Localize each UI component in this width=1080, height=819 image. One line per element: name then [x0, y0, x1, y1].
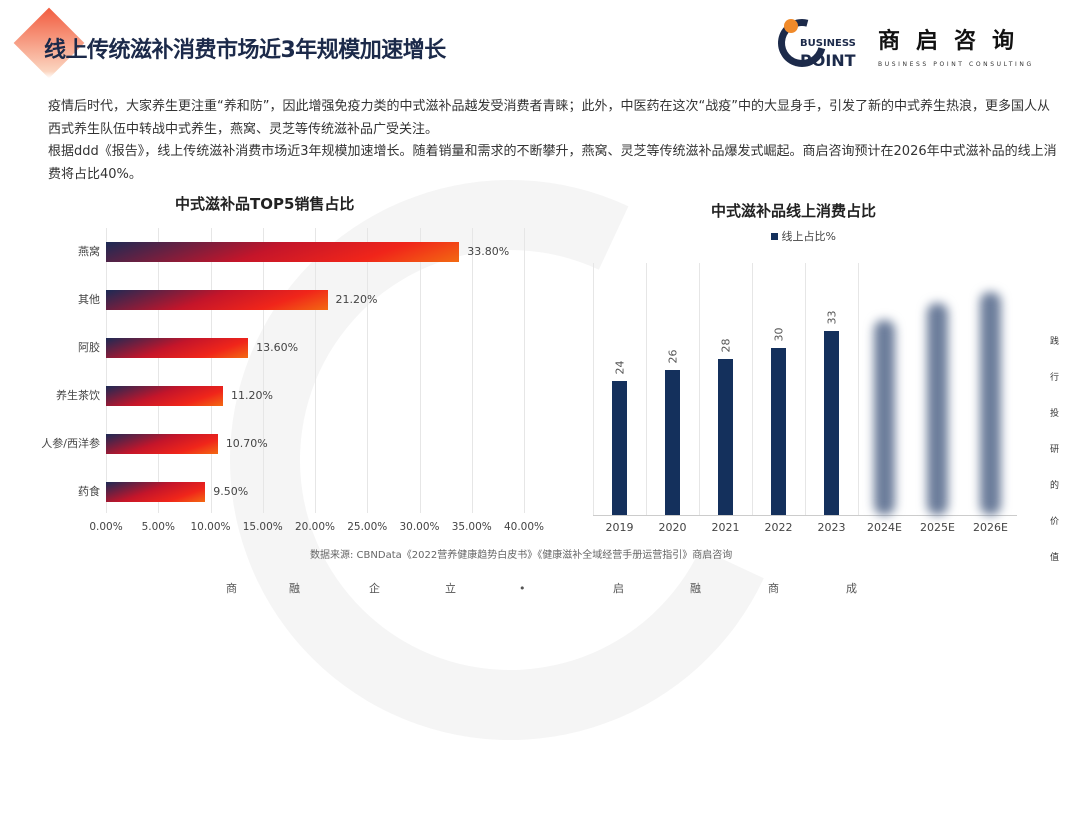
data-label: 26 [666, 349, 679, 364]
page-title: 线上传统滋补消费市场近3年规模加速增长 [44, 38, 446, 63]
footer-slogan-char: 成 [846, 582, 857, 595]
gridline [262, 228, 264, 513]
bar [106, 386, 224, 406]
side-slogan-char: 践 [1050, 337, 1060, 347]
bar [980, 291, 1001, 515]
x-tick-label: 2024E [867, 521, 902, 534]
gridline [210, 228, 212, 513]
bar [106, 482, 206, 502]
x-tick-label: 2023 [817, 521, 846, 534]
logo-mark-bottom: POINT [800, 51, 856, 70]
data-label: 30 [772, 327, 785, 342]
data-label: 11.20% [231, 389, 273, 402]
x-tick-label: 25.00% [347, 521, 388, 533]
footer-slogan-char: 融 [690, 582, 701, 595]
gridline [158, 228, 160, 513]
side-slogan-char: 的 [1050, 481, 1060, 491]
bar [771, 347, 786, 515]
paragraph: 疫情后时代，大家养生更注重“养和防”，因此增强免疫力类的中式滋补品越发受消费者青… [48, 99, 1050, 137]
vertical-bar-chart: 24 2019 26 2020 28 2021 30 2022 33 2023 2024E 2025E… [593, 263, 1017, 534]
legend-label: 线上占比% [781, 230, 836, 243]
gridline [471, 228, 473, 513]
legend-swatch-icon [771, 233, 778, 240]
bar [874, 319, 895, 515]
bar [106, 242, 460, 262]
logo-mark-top: BUSINESS [800, 38, 856, 49]
gridline [315, 228, 316, 513]
chart-title: 中式滋补品线上消费占比 [711, 202, 877, 220]
x-tick-label: 0.00% [89, 521, 123, 533]
category-label: 养生茶饮 [56, 389, 100, 402]
logo-dot-icon [784, 19, 798, 33]
horizontal-bar-chart: 0.00% 5.00% 10.00% 15.00% 20.00% 25.00% 30.00%… [0, 0, 590, 560]
gridline [367, 228, 369, 513]
x-tick-label: 2026E [973, 521, 1008, 534]
footer-slogan-char: 融 [289, 582, 300, 595]
side-slogan-char: 价 [1050, 517, 1060, 527]
bar [927, 303, 948, 515]
x-tick-label: 20.00% [294, 521, 336, 533]
data-label: 28 [719, 338, 732, 353]
category-label: 人参/西洋参 [41, 437, 100, 450]
x-tick-label: 5.00% [141, 521, 175, 533]
logo-cn: 商启咨询 [878, 29, 1031, 54]
bar [106, 338, 249, 358]
side-slogan-char: 行 [1050, 373, 1060, 383]
data-label: 10.70% [225, 437, 268, 450]
footer-slogan-char: • [519, 582, 526, 595]
category-label: 阿胶 [78, 341, 100, 354]
bar [612, 381, 627, 515]
x-tick-label: 2025E [920, 521, 955, 534]
gridline [646, 263, 647, 515]
data-label: 33 [825, 310, 838, 325]
footer-slogan-char: 企 [369, 582, 380, 595]
paragraph: 根据ddd《报告》，线上传统滋补消费市场近3年规模加速增长。随着销量和需求的不断… [48, 144, 1057, 182]
x-tick-label: 2021 [711, 521, 740, 534]
gridline [699, 263, 700, 515]
gridline [752, 263, 753, 515]
gridline [106, 228, 107, 513]
x-axis-line [593, 515, 1017, 516]
gridline [419, 228, 421, 513]
gridline [858, 263, 859, 515]
x-tick-label: 2020 [658, 521, 687, 534]
x-tick-label: 30.00% [399, 521, 440, 533]
bar [106, 290, 328, 310]
side-slogan-char: 研 [1050, 445, 1060, 455]
x-tick-label: 10.00% [190, 521, 231, 533]
footer-slogan-char: 立 [445, 582, 456, 595]
category-label: 药食 [78, 485, 100, 498]
body-text: 疫情后时代，大家养生更注重“养和防”，因此增强免疫力类的中式滋补品越发受消费者青… [48, 96, 1058, 186]
x-tick-label: 2022 [764, 521, 793, 534]
side-slogan-char: 投 [1050, 409, 1060, 419]
data-label: 9.50% [213, 485, 249, 498]
data-label: 13.60% [256, 341, 299, 354]
bar [106, 434, 218, 454]
gridline [524, 228, 525, 513]
x-tick-label: 15.00% [242, 521, 283, 533]
footer-slogan-char: 商 [226, 582, 237, 595]
x-tick-label: 2019 [605, 521, 634, 534]
gridline [593, 263, 594, 515]
data-label: 33.80% [467, 245, 510, 258]
logo-en: BUSINESS POINT CONSULTING [878, 61, 1034, 68]
bar [665, 370, 680, 515]
data-label: 21.20% [335, 293, 378, 306]
bar [718, 358, 733, 515]
footer-slogan-char: 启 [613, 582, 624, 595]
data-label: 24 [613, 360, 626, 375]
legend: 线上占比% [771, 230, 836, 243]
footer-slogan-char: 商 [768, 582, 779, 595]
category-label: 其他 [78, 293, 100, 306]
x-tick-label: 40.00% [503, 521, 545, 533]
side-slogan-char: 值 [1050, 553, 1060, 563]
source-note: 数据来源: CBNData《2022营养健康趋势白皮书》《健康滋补全域经营手册运… [310, 550, 733, 561]
bar [824, 331, 839, 515]
x-tick-label: 35.00% [451, 521, 492, 533]
category-label: 燕窝 [78, 245, 100, 258]
logo: BUSINESS POINT 商启咨询 BUSINESS POINT CONSU… [769, 10, 1068, 76]
gridline [805, 263, 806, 515]
chart-title: 中式滋补品TOP5销售占比 [175, 195, 355, 213]
